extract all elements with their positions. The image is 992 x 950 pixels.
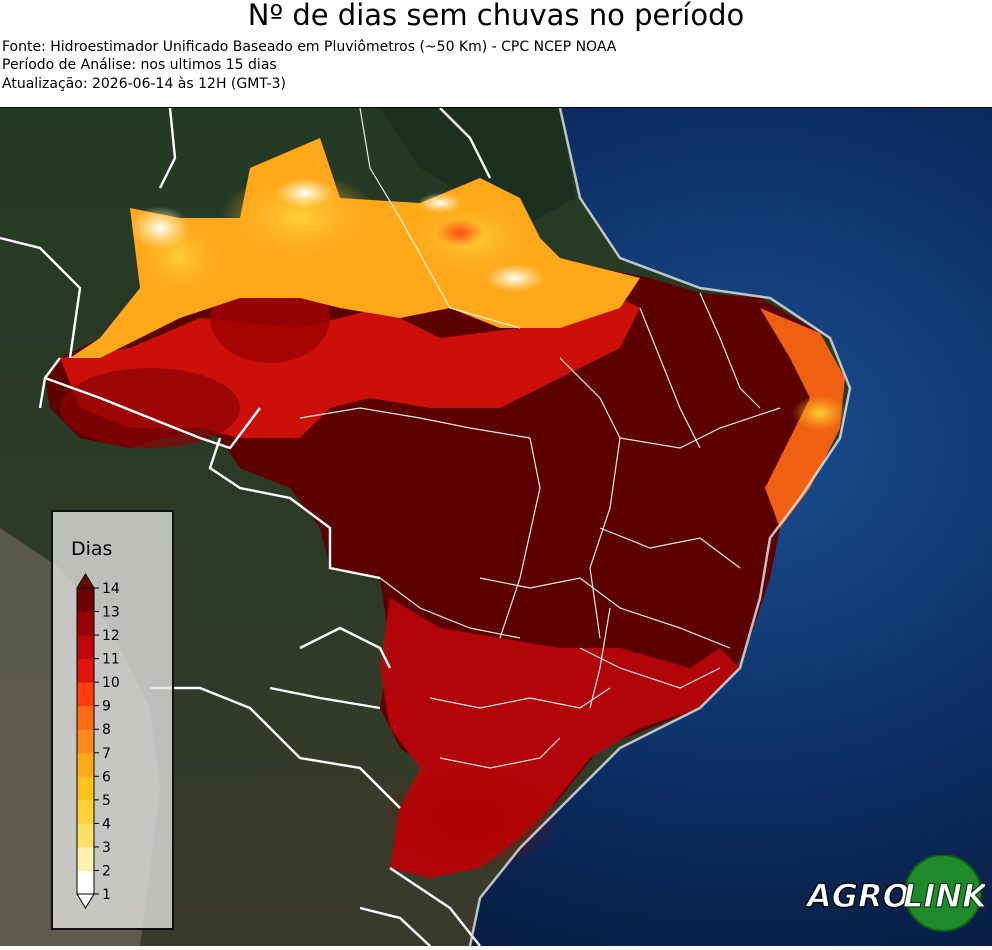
map-title: Nº de dias sem chuvas no período bbox=[247, 0, 745, 32]
colorbar-segment bbox=[77, 776, 94, 801]
colorbar-tick-label: 11 bbox=[102, 652, 120, 668]
color-legend: Dias 1 2 3 4 5 6 7 8 9 10 11 12 13 14 bbox=[51, 510, 174, 930]
agrolink-logo: AGRO LINK bbox=[803, 854, 990, 935]
coastline bbox=[468, 107, 852, 947]
northeast-yellow-core bbox=[792, 395, 848, 431]
colorbar-segment bbox=[77, 823, 94, 848]
colorbar-tick-label: 9 bbox=[102, 699, 111, 715]
colorbar-tick-label: 10 bbox=[102, 675, 120, 691]
white-spot-c bbox=[485, 264, 545, 292]
colorbar-segment bbox=[77, 846, 94, 871]
colorbar-segment bbox=[77, 682, 94, 707]
colorbar-segment bbox=[77, 658, 94, 683]
west-dark-core bbox=[60, 368, 240, 448]
white-spot-b bbox=[275, 178, 335, 208]
country-borders bbox=[0, 107, 492, 947]
logo-link: LINK bbox=[903, 877, 985, 915]
colorbar-extend-min bbox=[76, 893, 95, 909]
state-borders bbox=[299, 107, 781, 769]
colorbar-tick-label: 3 bbox=[102, 840, 111, 856]
colorbar-segment bbox=[77, 729, 94, 754]
red-spot-north bbox=[436, 219, 484, 247]
colorbar-tick-label: 6 bbox=[102, 769, 111, 785]
colorbar-segment bbox=[77, 635, 94, 660]
colorbar-tick-label: 2 bbox=[102, 863, 111, 879]
colorbar-segment bbox=[77, 870, 94, 895]
colorbar-extend-max bbox=[76, 573, 95, 589]
colorbar-tick-label: 1 bbox=[102, 887, 111, 903]
white-spot-a bbox=[130, 206, 190, 250]
source-line: Fonte: Hidroestimador Unificado Baseado … bbox=[2, 39, 617, 55]
colorbar-tick-label: 7 bbox=[102, 746, 111, 762]
colorbar-tick-label: 14 bbox=[102, 581, 120, 597]
legend-title: Dias bbox=[71, 538, 113, 560]
colorbar-segment bbox=[77, 799, 94, 824]
colorbar-tick-label: 8 bbox=[102, 722, 111, 738]
colorbar-segment bbox=[77, 588, 94, 613]
colorbar-segment bbox=[77, 611, 94, 636]
north-coast bbox=[380, 108, 575, 228]
south-hot-spot bbox=[380, 763, 560, 873]
colorbar-segment bbox=[77, 752, 94, 777]
colorbar-tick-label: 13 bbox=[102, 605, 120, 621]
white-spot-d bbox=[418, 193, 462, 213]
colorbar-tick-label: 4 bbox=[102, 816, 111, 832]
colorbar-frame bbox=[76, 587, 95, 895]
period-line: Período de Análise: nos ultimos 15 dias bbox=[2, 57, 277, 73]
colorbar-tick-label: 5 bbox=[102, 793, 111, 809]
logo-green-circle bbox=[905, 855, 981, 931]
logo-agro: AGRO bbox=[805, 877, 910, 915]
yellow-core-a bbox=[220, 173, 380, 263]
updated-line: Atualização: 2026-06-14 às 12H (GMT-3) bbox=[2, 76, 286, 92]
colorbar-segment bbox=[77, 705, 94, 730]
colorbar-tick-label: 12 bbox=[102, 628, 120, 644]
